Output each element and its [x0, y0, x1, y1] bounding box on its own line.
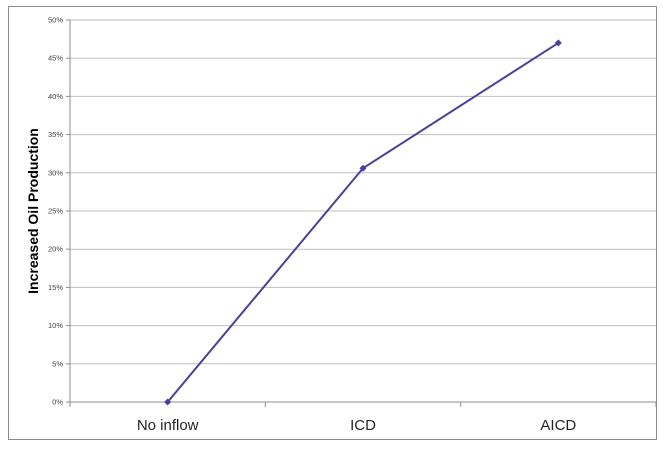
y-tick-label: 40% [48, 92, 63, 101]
data-point-marker [164, 398, 172, 406]
data-point-marker [359, 164, 367, 172]
x-category-label: AICD [540, 417, 576, 434]
y-tick-label: 15% [48, 283, 63, 292]
y-tick-label: 20% [48, 245, 63, 254]
y-tick-label: 0% [52, 398, 63, 407]
chart-frame [8, 6, 657, 440]
y-tick-label: 10% [48, 321, 63, 330]
gridlines [66, 19, 657, 407]
y-axis-label: Increased Oil Production [25, 128, 41, 294]
y-tick-label: 35% [48, 130, 63, 139]
x-category-labels: No inflow ICD AICD [137, 417, 577, 434]
series-layer [164, 39, 562, 406]
y-tick-label: 5% [52, 359, 63, 368]
y-tick-label: 45% [48, 54, 63, 63]
y-tick-label: 30% [48, 168, 63, 177]
y-tick-labels: 0% 5% 10% 15% 20% 25% 30% 35% 40% 45% 50% [48, 16, 63, 407]
y-tick-label: 25% [48, 207, 63, 216]
y-tick-label: 50% [48, 16, 63, 25]
data-point-marker [554, 39, 562, 47]
x-category-label: No inflow [137, 417, 199, 434]
x-category-label: ICD [350, 417, 376, 434]
